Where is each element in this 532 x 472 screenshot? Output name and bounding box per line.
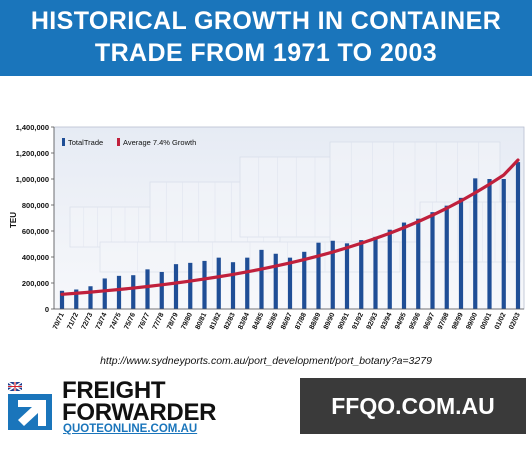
- x-tick-label: 71/72: [66, 312, 80, 331]
- chart-title-line-1: HISTORICAL GROWTH IN CONTAINER: [30, 7, 502, 35]
- x-tick-label: 80/81: [195, 312, 209, 331]
- logo-text-forwarder: FORWARDER: [62, 399, 217, 426]
- source-url: http://www.sydneyports.com.au/port_devel…: [100, 355, 432, 367]
- x-axis: 70/71 71/72 72/73 73/74 74/75 75/76 76/77 77/78…: [52, 308, 524, 331]
- bar-71-72: [74, 289, 79, 309]
- legend-swatch-totaltrade: [62, 138, 65, 146]
- y-tick-label: 1,000,000: [16, 175, 49, 184]
- bar-92-93: [373, 236, 378, 309]
- x-tick-label: 01/02: [494, 312, 508, 331]
- container-background-decor: [69, 141, 521, 273]
- bar-94-95: [401, 222, 407, 309]
- bar-89-90: [330, 240, 335, 309]
- logo-text-freight: FREIGHT: [62, 377, 166, 404]
- x-tick-label: 75/76: [123, 312, 137, 331]
- bar-83-84: [245, 257, 250, 309]
- x-tick-label: 98/99: [451, 312, 465, 331]
- x-tick-label: 89/90: [323, 312, 337, 331]
- average-growth-line: [60, 158, 520, 296]
- bar-86-87: [287, 257, 293, 309]
- y-tick-label: 0: [45, 305, 49, 314]
- x-tick-label: 91/92: [351, 312, 365, 331]
- site-badge[interactable]: FFQO.COM.AU: [300, 378, 526, 434]
- x-tick-label: 00/01: [480, 312, 494, 331]
- bar-98-99: [458, 197, 464, 309]
- bar-84-85: [259, 249, 264, 309]
- x-tick-label: 76/77: [138, 312, 152, 331]
- x-tick-label: 94/95: [394, 312, 408, 331]
- y-axis: 0 200,000 400,000 600,000 800,000 1,000,000 1,…: [16, 123, 55, 314]
- bar-88-89: [316, 242, 321, 309]
- y-tick-label: 400,000: [22, 253, 49, 262]
- bar-87-88: [302, 251, 307, 309]
- bar-77-78: [159, 271, 164, 309]
- bar-82-83: [230, 262, 236, 309]
- bar-72-73: [88, 286, 93, 309]
- container-trade-chart: 0 200,000 400,000 600,000 800,000 1,000,000 1,…: [9, 123, 525, 331]
- chart-area: 0 200,000 400,000 600,000 800,000 1,000,000 1,…: [0, 112, 532, 352]
- freight-forwarder-logo[interactable]: FREIGHT FORWARDER QUOTEONLINE.COM.AU: [8, 376, 258, 436]
- bars-group: [59, 162, 521, 309]
- bar-73-74: [102, 278, 107, 309]
- x-tick-label: 96/97: [423, 312, 437, 331]
- chart-title-line-2: TRADE FROM 1971 TO 2003: [94, 39, 438, 67]
- x-tick-label: 90/91: [337, 312, 351, 331]
- y-tick-label: 200,000: [22, 279, 49, 288]
- x-tick-label: 95/96: [408, 312, 422, 331]
- legend: TotalTrade Average 7.4% Growth: [62, 138, 196, 147]
- x-tick-label: 88/89: [309, 312, 323, 331]
- bar-96-97: [430, 212, 435, 309]
- bar-85-86: [273, 253, 278, 309]
- y-tick-label: 1,200,000: [16, 149, 49, 158]
- legend-swatch-growth: [117, 138, 120, 146]
- x-tick-label: 78/79: [166, 312, 180, 331]
- bar-93-94: [387, 229, 392, 309]
- x-tick-label: 79/80: [180, 312, 194, 331]
- x-tick-label: 74/75: [109, 312, 123, 331]
- x-tick-label: 99/00: [465, 312, 479, 331]
- y-tick-label: 1,400,000: [16, 123, 49, 132]
- growth-line-group: [60, 158, 520, 296]
- x-tick-label: 83/84: [237, 312, 251, 331]
- bar-02-03: [515, 162, 521, 309]
- bar-97-98: [444, 205, 449, 309]
- bar-99-00: [473, 178, 478, 309]
- x-tick-label: 81/82: [209, 312, 223, 331]
- x-tick-label: 02/03: [508, 312, 522, 331]
- bar-81-82: [216, 257, 221, 309]
- legend-label-growth: Average 7.4% Growth: [123, 138, 196, 147]
- y-tick-label: 600,000: [22, 227, 49, 236]
- bar-76-77: [145, 269, 150, 309]
- bar-79-80: [188, 262, 193, 309]
- bar-95-96: [416, 218, 421, 309]
- x-tick-label: 70/71: [52, 312, 66, 331]
- bar-75-76: [131, 275, 136, 309]
- x-tick-label: 86/87: [280, 312, 294, 331]
- x-tick-label: 73/74: [95, 312, 109, 331]
- x-tick-label: 72/73: [81, 312, 95, 331]
- logo-flag-arrow-icon: [8, 381, 52, 430]
- bar-00-01: [487, 179, 492, 309]
- y-tick-label: 800,000: [22, 201, 49, 210]
- bar-70-71: [59, 290, 65, 309]
- site-badge-label: FFQO.COM.AU: [331, 393, 495, 419]
- bar-78-79: [173, 264, 179, 309]
- bar-01-02: [501, 179, 506, 309]
- title-banner: HISTORICAL GROWTH IN CONTAINER TRADE FRO…: [0, 0, 532, 76]
- x-tick-label: 92/93: [366, 312, 380, 331]
- x-tick-label: 82/83: [223, 312, 237, 331]
- legend-label-totaltrade: TotalTrade: [68, 138, 103, 147]
- bar-90-91: [344, 243, 350, 309]
- x-tick-label: 93/94: [380, 312, 394, 331]
- bar-80-81: [202, 260, 207, 309]
- y-axis-label: TEU: [9, 212, 18, 228]
- logo-text-quoteonline[interactable]: QUOTEONLINE.COM.AU: [63, 423, 198, 435]
- x-tick-label: 87/88: [294, 312, 308, 331]
- bar-74-75: [116, 275, 122, 309]
- x-tick-label: 84/85: [252, 312, 266, 331]
- x-tick-label: 97/98: [437, 312, 451, 331]
- x-tick-label: 77/78: [152, 312, 166, 331]
- x-tick-label: 85/86: [266, 312, 280, 331]
- bar-91-92: [359, 240, 364, 309]
